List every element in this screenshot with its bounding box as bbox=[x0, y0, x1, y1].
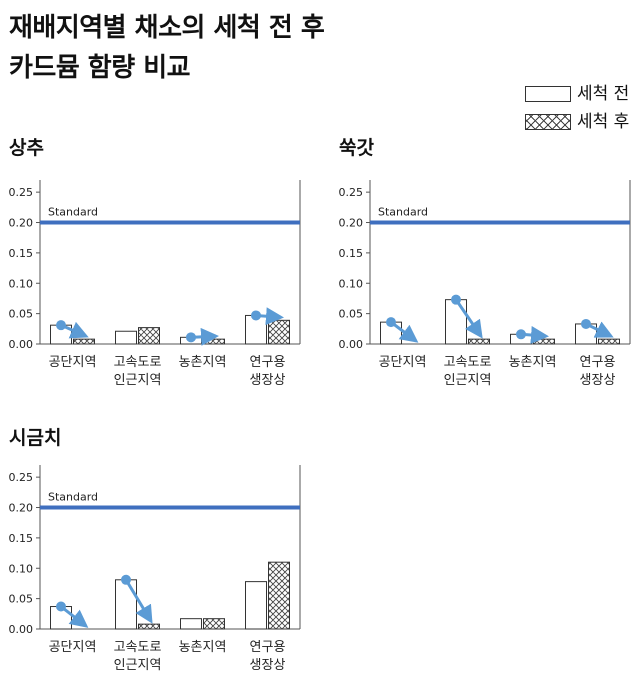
bar-after bbox=[268, 319, 290, 345]
category-label: 농촌지역 bbox=[179, 355, 227, 370]
title-line-2: 카드뮴 함량 비교 bbox=[9, 53, 191, 83]
standard-label: Standard bbox=[48, 491, 98, 504]
legend-item-after: 세척 후 bbox=[525, 108, 629, 136]
arrow-start-dot bbox=[516, 329, 526, 340]
y-tick-label: 0.25 bbox=[9, 186, 34, 199]
y-tick-label: 0.10 bbox=[9, 562, 34, 575]
y-tick-label: 0.00 bbox=[9, 338, 34, 351]
legend-swatch-before bbox=[525, 86, 571, 102]
category-label: 공단지역 bbox=[49, 640, 97, 655]
arrow-start-dot bbox=[451, 294, 461, 305]
y-tick-label: 0.05 bbox=[339, 308, 364, 321]
category-label: 연구용 bbox=[250, 640, 286, 655]
arrow-start-dot bbox=[386, 317, 396, 328]
reduction-arrow bbox=[124, 579, 153, 624]
category-label: 농촌지역 bbox=[509, 355, 557, 370]
category-label: 연구용 bbox=[580, 355, 616, 370]
bar-after bbox=[138, 623, 160, 630]
reduction-arrow bbox=[390, 320, 419, 343]
category-label: 인근지역 bbox=[444, 373, 492, 388]
legend-label-after: 세척 후 bbox=[577, 112, 630, 132]
y-tick-label: 0.20 bbox=[339, 217, 364, 230]
chart-crown-daisy: 0.00 0.05 0.10 0.15 0.20 0.25 Standard 공단지역 고속도로… bbox=[339, 180, 631, 388]
y-tick-label: 0.10 bbox=[339, 277, 364, 290]
bar-after bbox=[203, 618, 225, 630]
bar-before bbox=[445, 299, 467, 345]
panel-title-spinach: 시금치 bbox=[9, 427, 62, 449]
y-tick-label: 0.25 bbox=[9, 471, 34, 484]
legend-swatch-after bbox=[525, 114, 571, 130]
category-label: 고속도로 bbox=[114, 355, 162, 370]
y-tick-label: 0.20 bbox=[9, 502, 34, 515]
chart-spinach: 0.00 0.05 0.10 0.15 0.20 0.25 Standard 공단지역 고속도로… bbox=[9, 465, 301, 673]
bar-before bbox=[245, 581, 267, 630]
bar-after bbox=[598, 338, 620, 345]
category-label: 고속도로 bbox=[444, 355, 492, 370]
reduction-arrow bbox=[454, 298, 483, 339]
chart-lettuce: 0.00 0.05 0.10 0.15 0.20 0.25 Standard 공단지역 고속도로… bbox=[9, 180, 301, 388]
y-tick-label: 0.00 bbox=[339, 338, 364, 351]
category-label: 공단지역 bbox=[49, 355, 97, 370]
category-label: 공단지역 bbox=[379, 355, 427, 370]
bar-after bbox=[138, 327, 160, 345]
title-line-1: 재배지역별 채소의 세척 전 후 bbox=[9, 13, 325, 43]
page-title: 재배지역별 채소의 세척 전 후 카드뮴 함량 비교 bbox=[9, 8, 325, 88]
bar-after bbox=[533, 338, 555, 345]
category-label: 생장상 bbox=[250, 658, 286, 673]
y-tick-label: 0.25 bbox=[339, 186, 364, 199]
bar-before bbox=[115, 330, 137, 345]
y-tick-label: 0.05 bbox=[9, 593, 34, 606]
bar-after bbox=[73, 338, 95, 345]
reduction-arrow bbox=[60, 605, 89, 628]
standard-label: Standard bbox=[48, 206, 98, 219]
arrow-start-dot bbox=[251, 310, 261, 321]
category-label: 인근지역 bbox=[114, 373, 162, 388]
y-tick-label: 0.00 bbox=[9, 623, 34, 636]
panel-title-lettuce: 상추 bbox=[9, 137, 44, 159]
arrow-start-dot bbox=[581, 318, 591, 329]
y-tick-label: 0.15 bbox=[9, 247, 34, 260]
panel-title-crown-daisy: 쑥갓 bbox=[339, 137, 374, 159]
category-label: 연구용 bbox=[250, 355, 286, 370]
y-tick-label: 0.15 bbox=[9, 532, 34, 545]
arrow-start-dot bbox=[186, 332, 196, 343]
arrow-start-dot bbox=[121, 574, 131, 585]
standard-label: Standard bbox=[378, 206, 428, 219]
bar-after bbox=[203, 338, 225, 345]
y-tick-label: 0.15 bbox=[339, 247, 364, 260]
bar-after bbox=[468, 338, 490, 345]
bar-before bbox=[115, 579, 137, 630]
category-label: 생장상 bbox=[250, 373, 286, 388]
bar-after bbox=[268, 561, 290, 630]
y-tick-label: 0.05 bbox=[9, 308, 34, 321]
category-label: 농촌지역 bbox=[179, 640, 227, 655]
category-label: 고속도로 bbox=[114, 640, 162, 655]
arrow-start-dot bbox=[56, 320, 66, 331]
y-tick-label: 0.10 bbox=[9, 277, 34, 290]
legend-item-before: 세척 전 bbox=[525, 80, 629, 108]
category-label: 생장상 bbox=[580, 373, 616, 388]
arrow-start-dot bbox=[56, 601, 66, 612]
legend-label-before: 세척 전 bbox=[577, 84, 630, 104]
y-tick-label: 0.20 bbox=[9, 217, 34, 230]
category-label: 인근지역 bbox=[114, 658, 162, 673]
bar-before bbox=[180, 618, 202, 630]
legend: 세척 전 세척 후 bbox=[525, 80, 629, 136]
